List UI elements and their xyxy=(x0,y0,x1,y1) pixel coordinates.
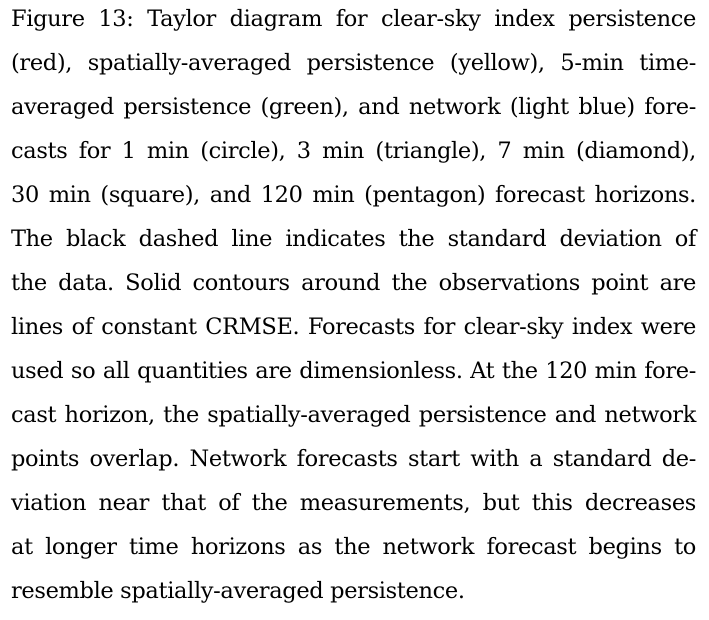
caption-line: casts for 1 min (circle), 3 min (triangl… xyxy=(11,138,696,164)
caption-line: points overlap. Network forecasts start … xyxy=(11,446,696,472)
caption-line: averaged persistence (green), and networ… xyxy=(11,94,696,120)
figure-caption: Figure 13: Taylor diagram for clear-sky … xyxy=(11,0,696,620)
caption-line: The black dashed line indicates the stan… xyxy=(11,226,696,252)
caption-line: at longer time horizons as the network f… xyxy=(11,534,696,560)
caption-line: (red), spatially-averaged persistence (y… xyxy=(11,50,696,76)
caption-line: used so all quantities are dimensionless… xyxy=(11,358,696,384)
caption-line: resemble spatially-averaged persistence. xyxy=(11,578,465,604)
caption-line: the data. Solid contours around the obse… xyxy=(11,270,696,296)
caption-line: viation near that of the measurements, b… xyxy=(11,490,696,516)
caption-line: 30 min (square), and 120 min (pentagon) … xyxy=(11,182,696,208)
caption-line: lines of constant CRMSE. Forecasts for c… xyxy=(11,314,696,340)
caption-line: Figure 13: Taylor diagram for clear-sky … xyxy=(11,6,696,32)
caption-line: cast horizon, the spatially-averaged per… xyxy=(11,402,696,428)
